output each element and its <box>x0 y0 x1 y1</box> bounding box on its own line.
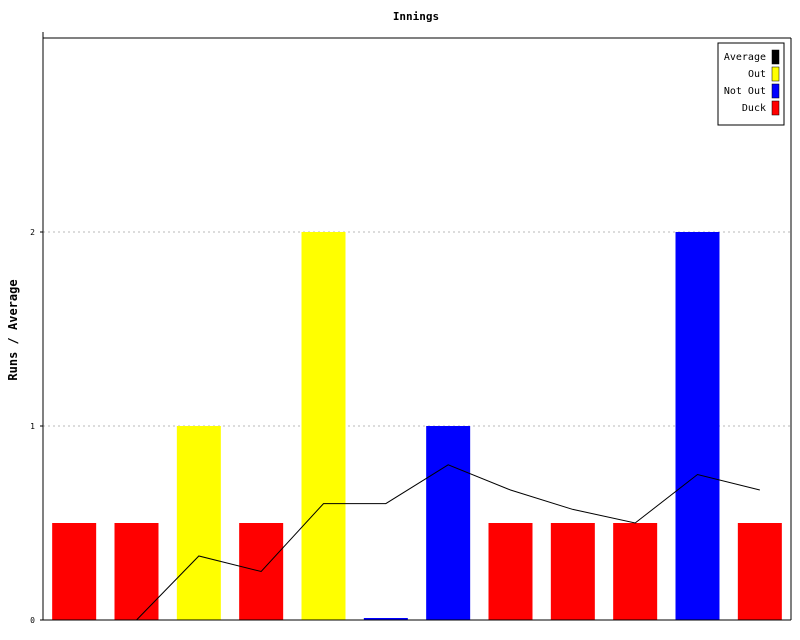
chart-title: Innings <box>393 10 439 23</box>
legend-label-duck: Duck <box>742 103 766 114</box>
bar-innings-7 <box>426 426 471 620</box>
legend-swatch-duck <box>771 100 780 116</box>
bar-innings-1 <box>52 523 97 620</box>
legend-label-not-out: Not Out <box>724 86 766 97</box>
bar-innings-11 <box>675 232 720 620</box>
y-tick-label-1: 1 <box>30 422 35 431</box>
y-tick-label-2: 2 <box>30 228 35 237</box>
bar-innings-6 <box>363 618 408 620</box>
legend-swatch-average <box>771 49 780 65</box>
bar-innings-2 <box>114 523 159 620</box>
axes <box>42 32 792 621</box>
legend-label-average: Average <box>724 52 766 63</box>
bar-innings-8 <box>488 523 533 620</box>
bars <box>52 232 782 620</box>
bar-innings-10 <box>613 523 658 620</box>
legend-swatch-out <box>771 66 780 82</box>
legend-label-out: Out <box>748 69 766 80</box>
average-line-group <box>136 464 760 621</box>
y-axis-label: Runs / Average <box>6 279 20 380</box>
legend: Average Out Not Out Duck <box>717 42 785 126</box>
bar-innings-5 <box>301 232 346 620</box>
y-ticks: 0 1 2 <box>30 228 43 625</box>
average-line <box>136 464 760 621</box>
legend-swatch-not-out <box>771 83 780 99</box>
y-tick-label-0: 0 <box>30 616 35 625</box>
bar-innings-12 <box>737 523 782 620</box>
bar-innings-3 <box>176 426 221 620</box>
bar-innings-9 <box>550 523 595 620</box>
